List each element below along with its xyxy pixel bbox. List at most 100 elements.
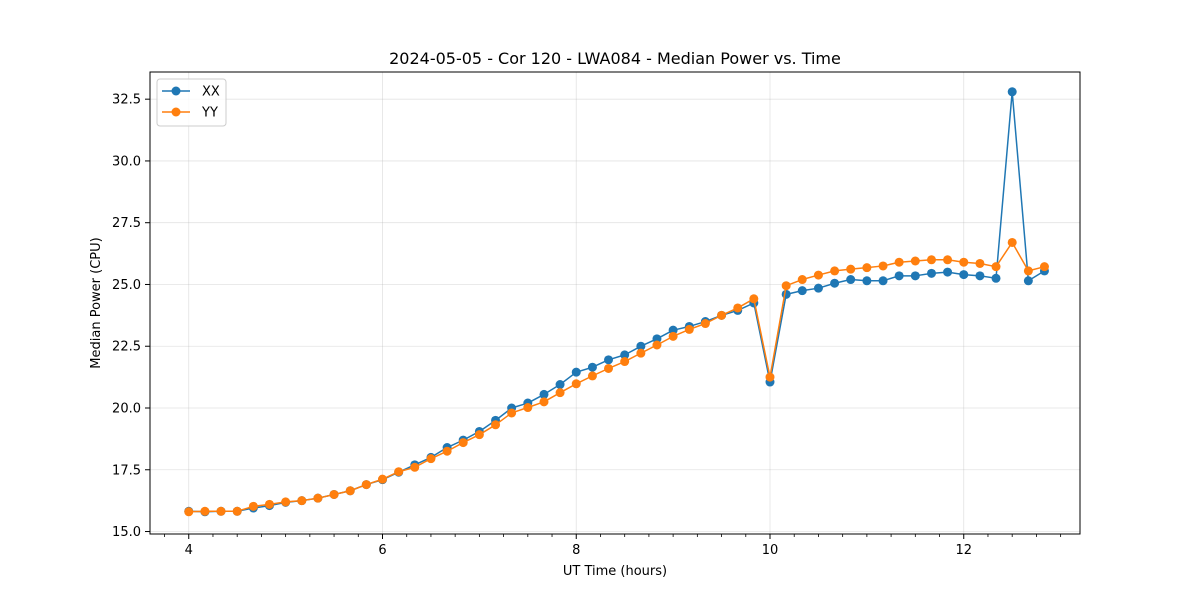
- data-point-yy: [781, 281, 791, 291]
- data-point-yy: [943, 255, 953, 265]
- data-point-yy: [394, 467, 404, 477]
- x-tick-label: 8: [572, 543, 580, 558]
- data-point-xx: [620, 350, 630, 360]
- data-point-yy: [474, 430, 484, 440]
- grid-layer: [150, 72, 1080, 534]
- data-point-yy: [749, 294, 759, 304]
- data-point-yy: [926, 255, 936, 265]
- y-tick-label: 32.5: [112, 93, 141, 108]
- data-point-yy: [894, 257, 904, 267]
- y-tick-label: 20.0: [112, 402, 141, 417]
- data-point-yy: [684, 324, 694, 334]
- data-point-xx: [636, 341, 646, 351]
- data-point-xx: [830, 278, 840, 288]
- data-point-xx: [943, 267, 953, 277]
- data-point-yy: [878, 261, 888, 271]
- data-point-xx: [991, 273, 1001, 283]
- data-point-yy: [410, 462, 420, 472]
- data-point-yy: [442, 446, 452, 456]
- data-point-yy: [620, 357, 630, 367]
- data-point-xx: [926, 268, 936, 278]
- data-point-xx: [1023, 276, 1033, 286]
- x-tick-label: 10: [762, 543, 779, 558]
- data-point-xx: [959, 270, 969, 280]
- data-point-yy: [345, 486, 355, 496]
- data-point-xx: [539, 389, 549, 399]
- data-point-yy: [313, 493, 323, 503]
- data-point-xx: [1007, 87, 1017, 97]
- data-point-yy: [571, 379, 581, 389]
- data-point-yy: [1023, 266, 1033, 276]
- data-point-yy: [458, 438, 468, 448]
- y-tick-label: 30.0: [112, 154, 141, 169]
- data-point-xx: [781, 289, 791, 299]
- chart-title: 2024-05-05 - Cor 120 - LWA084 - Median P…: [389, 49, 841, 68]
- data-point-xx: [587, 362, 597, 372]
- data-point-xx: [862, 276, 872, 286]
- data-point-yy: [378, 474, 387, 484]
- data-point-xx: [878, 276, 888, 286]
- data-point-yy: [765, 372, 775, 382]
- data-point-yy: [1007, 237, 1017, 247]
- data-point-xx: [604, 355, 614, 365]
- x-tick-label: 6: [378, 543, 386, 558]
- data-point-yy: [200, 506, 210, 516]
- data-point-xx: [846, 275, 856, 285]
- data-point-xx: [894, 271, 904, 281]
- data-point-yy: [991, 262, 1001, 272]
- data-point-xx: [975, 271, 985, 281]
- data-point-yy: [652, 340, 662, 350]
- y-tick-label: 17.5: [112, 463, 141, 478]
- legend-marker-yy: [171, 107, 181, 117]
- data-point-yy: [700, 319, 710, 329]
- data-point-yy: [910, 256, 920, 266]
- data-point-xx: [797, 286, 807, 296]
- data-point-xx: [571, 367, 581, 377]
- data-point-xx: [652, 334, 662, 344]
- data-point-xx: [813, 283, 823, 293]
- legend-label-xx: XX: [202, 85, 220, 100]
- y-tick-label: 22.5: [112, 340, 141, 355]
- data-point-yy: [555, 388, 565, 398]
- data-point-yy: [264, 499, 274, 509]
- data-point-yy: [668, 331, 678, 341]
- data-point-yy: [862, 263, 872, 273]
- legend-marker-xx: [171, 86, 181, 96]
- data-point-yy: [604, 363, 614, 373]
- data-point-xx: [668, 325, 678, 335]
- data-point-yy: [636, 348, 646, 358]
- data-point-yy: [717, 310, 727, 320]
- legend-label-yy: YY: [201, 106, 218, 121]
- data-point-yy: [813, 270, 823, 280]
- data-point-yy: [797, 275, 807, 285]
- y-tick-label: 15.0: [112, 525, 141, 540]
- data-point-yy: [830, 266, 840, 276]
- x-tick-label: 4: [185, 543, 193, 558]
- data-point-yy: [426, 454, 436, 464]
- data-point-yy: [733, 303, 743, 313]
- data-point-yy: [232, 506, 242, 516]
- data-point-yy: [491, 420, 501, 430]
- y-tick-label: 27.5: [112, 216, 141, 231]
- data-point-xx: [910, 271, 920, 281]
- data-point-yy: [297, 496, 307, 506]
- data-point-yy: [587, 371, 597, 381]
- data-point-yy: [1039, 262, 1049, 272]
- data-point-yy: [248, 501, 258, 511]
- x-axis-label: UT Time (hours): [563, 564, 667, 579]
- series-layer: [184, 87, 1049, 517]
- data-point-yy: [361, 480, 371, 490]
- data-point-yy: [329, 489, 339, 499]
- data-point-yy: [507, 408, 517, 418]
- y-tick-label: 25.0: [112, 278, 141, 293]
- data-point-yy: [281, 497, 291, 507]
- data-point-yy: [184, 507, 194, 517]
- data-point-yy: [975, 258, 985, 268]
- y-axis-label: Median Power (CPU): [89, 237, 104, 368]
- data-point-yy: [523, 403, 533, 413]
- data-point-xx: [555, 380, 565, 390]
- plot-frame: [149, 71, 1081, 535]
- data-point-yy: [539, 397, 549, 407]
- tick-layer: 4 6 8 10 12 15.0 17.5 20.0 22.5 25.0 27.5 30.0 32.5: [112, 93, 1062, 558]
